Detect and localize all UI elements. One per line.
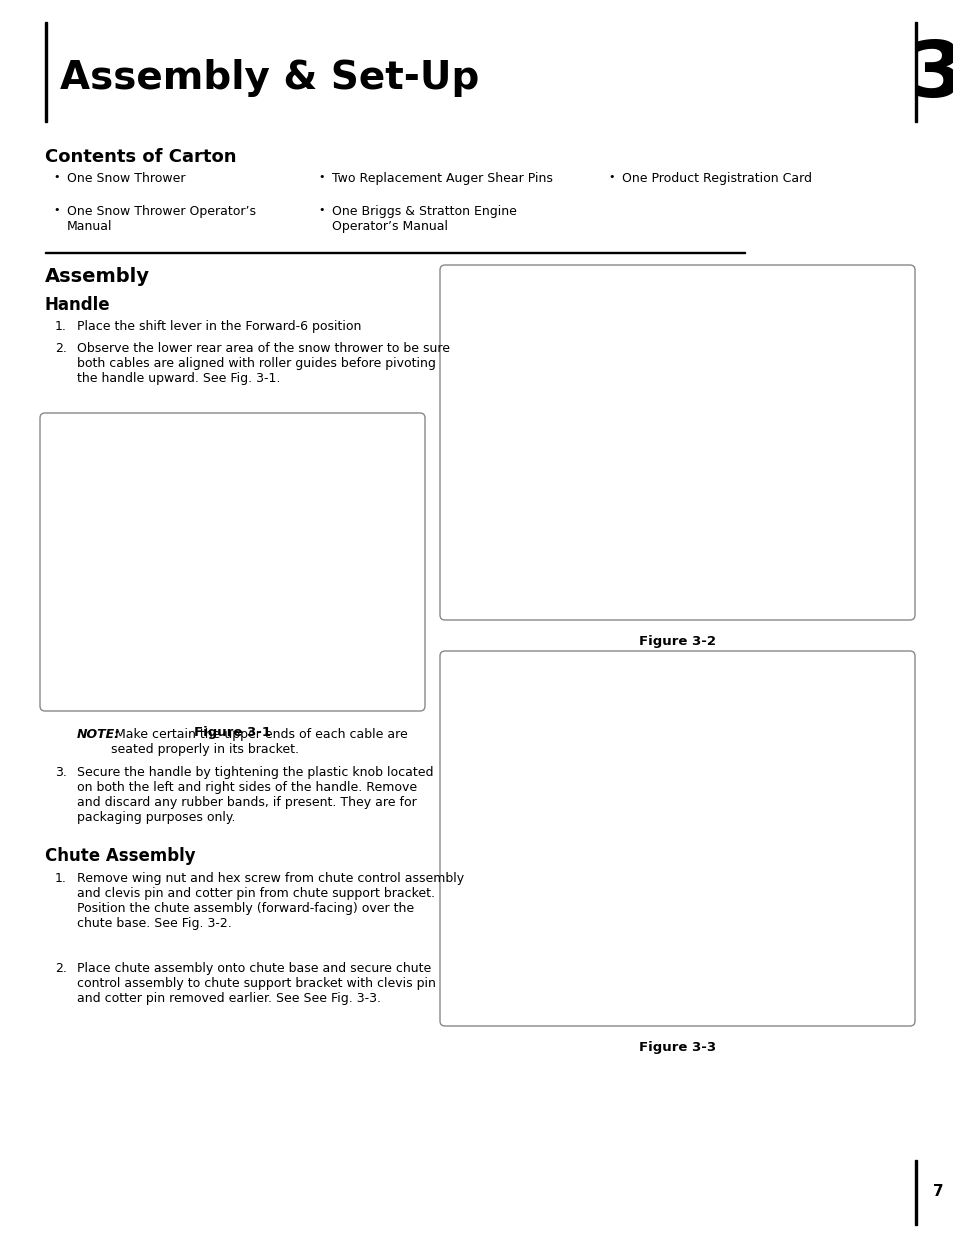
Text: •: • [607,172,614,182]
Text: One Briggs & Stratton Engine
Operator’s Manual: One Briggs & Stratton Engine Operator’s … [332,205,517,233]
Bar [914,1160,917,1225]
Text: 2.: 2. [55,342,67,354]
Text: 1.: 1. [55,872,67,885]
Text: Secure the handle by tightening the plastic knob located
on both the left and ri: Secure the handle by tightening the plas… [77,766,433,824]
Text: Observe the lower rear area of the snow thrower to be sure
both cables are align: Observe the lower rear area of the snow … [77,342,450,385]
Text: •: • [53,172,59,182]
Text: •: • [317,172,324,182]
Bar [914,22,917,122]
Text: Two Replacement Auger Shear Pins: Two Replacement Auger Shear Pins [332,172,553,185]
Text: 3.: 3. [55,766,67,779]
Text: One Snow Thrower: One Snow Thrower [67,172,185,185]
Text: •: • [53,205,59,215]
Text: Assembly & Set-Up: Assembly & Set-Up [60,59,478,98]
Bar [45,22,48,122]
Text: Figure 3-1: Figure 3-1 [193,726,271,739]
Text: 3: 3 [909,37,953,112]
Text: Figure 3-3: Figure 3-3 [639,1041,716,1053]
Text: Place chute assembly onto chute base and secure chute
control assembly to chute : Place chute assembly onto chute base and… [77,962,436,1005]
Text: 1.: 1. [55,320,67,333]
Text: Make certain the upper ends of each cable are
seated properly in its bracket.: Make certain the upper ends of each cabl… [111,727,407,756]
Text: •: • [317,205,324,215]
Text: Place the shift lever in the Forward-6 position: Place the shift lever in the Forward-6 p… [77,320,361,333]
Text: Figure 3-2: Figure 3-2 [639,635,716,648]
Text: 7: 7 [932,1184,943,1199]
FancyBboxPatch shape [439,651,914,1026]
Text: One Snow Thrower Operator’s
Manual: One Snow Thrower Operator’s Manual [67,205,255,233]
Text: Chute Assembly: Chute Assembly [45,847,195,864]
Text: 2.: 2. [55,962,67,974]
FancyBboxPatch shape [439,266,914,620]
Text: One Product Registration Card: One Product Registration Card [621,172,811,185]
Text: Assembly: Assembly [45,267,150,287]
FancyBboxPatch shape [40,412,424,711]
Text: Handle: Handle [45,296,111,314]
Text: NOTE:: NOTE: [77,727,120,741]
Text: Contents of Carton: Contents of Carton [45,148,236,165]
Text: Remove wing nut and hex screw from chute control assembly
and clevis pin and cot: Remove wing nut and hex screw from chute… [77,872,464,930]
